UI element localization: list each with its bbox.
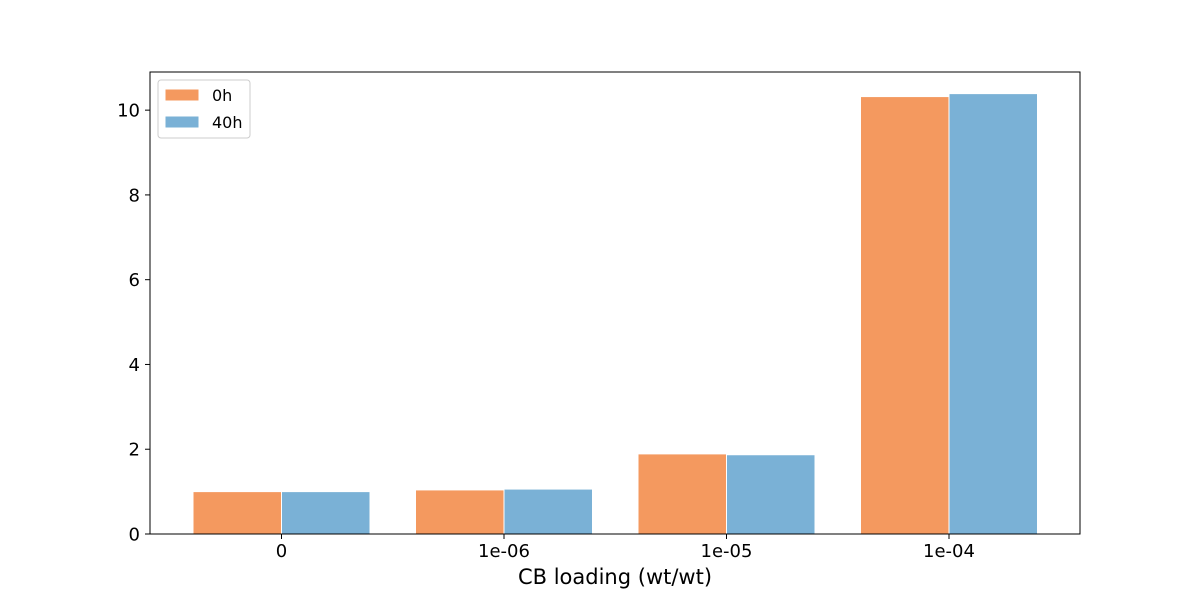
bar-40h-1e-04: [948, 93, 1038, 535]
y-tick-label: 8: [129, 185, 140, 206]
bar-0h-1e-05: [637, 453, 727, 535]
bar-40h-1e-06: [503, 488, 593, 535]
legend-label-0h: 0h: [212, 86, 232, 105]
bar-40h-1e-05: [726, 454, 816, 535]
x-tick-label: 1e-06: [478, 541, 530, 562]
bar-0h-0: [192, 491, 282, 535]
y-tick-label: 2: [129, 440, 140, 461]
y-axis: 0 2 4 6 8 10: [117, 101, 150, 546]
bar-40h-0: [281, 491, 371, 535]
legend-swatch-40h: [164, 115, 200, 129]
bar-0h-1e-06: [415, 489, 505, 535]
bar-0h-1e-04: [860, 96, 950, 535]
x-tick-label: 1e-04: [923, 541, 975, 562]
x-tick-label: 0: [276, 541, 287, 562]
y-tick-label: 0: [129, 525, 140, 546]
plot-frame: [149, 71, 1081, 535]
x-axis: 0 1e-06 1e-05 1e-04: [276, 534, 975, 562]
legend-swatch-0h: [164, 88, 200, 102]
x-tick-label: 1e-05: [701, 541, 753, 562]
y-tick-label: 6: [129, 270, 140, 291]
bars-layer: [192, 93, 1038, 535]
y-tick-label: 10: [117, 101, 140, 122]
x-axis-label: CB loading (wt/wt): [518, 565, 712, 589]
y-tick-label: 4: [129, 355, 140, 376]
legend-label-40h: 40h: [212, 113, 243, 132]
